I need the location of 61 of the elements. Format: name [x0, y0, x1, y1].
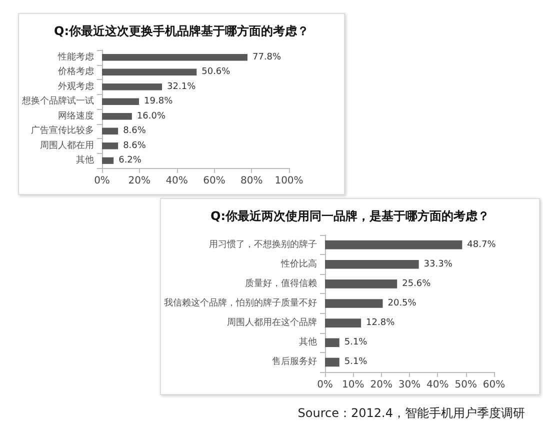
y-tick-label: 用习惯了，不想换别的牌子: [209, 238, 317, 250]
bar: [325, 280, 398, 288]
bar: [325, 299, 383, 308]
data-label: 50.6%: [202, 67, 231, 78]
y-tick-label: 性能考虑: [57, 51, 94, 62]
x-tick-label: 30%: [398, 380, 421, 390]
bar: [325, 358, 340, 367]
bar: [325, 240, 462, 250]
x-tick-label: 60%: [482, 380, 506, 390]
data-label: 77.8%: [252, 52, 282, 62]
bar: [102, 113, 132, 120]
data-label: 25.6%: [402, 278, 432, 289]
x-tick-label: 80%: [240, 176, 263, 186]
y-tick-label: 质量好，值得信赖: [245, 278, 317, 289]
y-tick-label: 外观考虑: [58, 80, 94, 92]
bar: [102, 157, 114, 164]
y-tick-label: 其他: [76, 154, 94, 166]
data-label: 16.0%: [136, 111, 166, 122]
data-label: 5.1%: [344, 338, 368, 348]
bar: [102, 54, 248, 61]
y-tick-label: 价格考虑: [57, 66, 94, 78]
chart-title: Q:你最近两次使用同一品牌，是基于哪方面的考虑？: [210, 209, 490, 223]
x-tick-label: 0%: [317, 380, 333, 390]
x-tick-label: 40%: [426, 380, 449, 390]
data-label: 20.5%: [388, 298, 417, 308]
bar: [102, 142, 118, 150]
data-label: 5.1%: [344, 357, 368, 368]
bar: [102, 84, 162, 90]
x-tick-label: 20%: [370, 380, 392, 390]
x-tick-label: 60%: [203, 176, 226, 186]
x-tick-label: 40%: [166, 176, 188, 186]
data-label: 19.8%: [144, 96, 174, 107]
bar: [325, 338, 340, 348]
y-tick-label: 其他: [299, 336, 317, 348]
chart-title: Q:你最近这次更换手机品牌基于哪方面的考虑？: [54, 24, 309, 38]
data-label: 48.7%: [467, 240, 496, 250]
x-tick-label: 0%: [94, 176, 110, 186]
y-tick-label: 我信赖这个品牌，怕别的牌子质量不好: [164, 298, 317, 308]
y-tick-label: 想换个品牌试一试: [21, 96, 94, 107]
x-tick-label: 10%: [342, 380, 364, 390]
y-tick-label: 广告宣传比较多: [31, 125, 94, 136]
bar: [325, 260, 419, 269]
y-tick-label: 周围人都用在这个品牌: [227, 317, 317, 328]
data-label: 8.6%: [123, 140, 146, 151]
data-label: 33.3%: [424, 259, 453, 270]
source-note: Source：2012.4，智能手机用户季度调研: [298, 405, 525, 422]
x-tick-label: 20%: [128, 176, 151, 186]
y-tick-label: 性价比高: [280, 258, 317, 270]
bar: [102, 128, 118, 134]
data-label: 12.8%: [366, 318, 396, 328]
y-tick-label: 周围人都在用: [40, 140, 94, 151]
x-tick-label: 50%: [454, 380, 477, 390]
bar: [102, 98, 140, 105]
bar: [325, 318, 362, 328]
y-tick-label: 网络速度: [58, 110, 94, 122]
bar: [102, 68, 197, 76]
data-label: 6.2%: [118, 156, 142, 166]
x-tick-label: 100%: [274, 176, 304, 186]
data-label: 32.1%: [167, 82, 196, 92]
data-label: 8.6%: [123, 126, 146, 136]
y-tick-label: 售后服务好: [272, 356, 317, 368]
